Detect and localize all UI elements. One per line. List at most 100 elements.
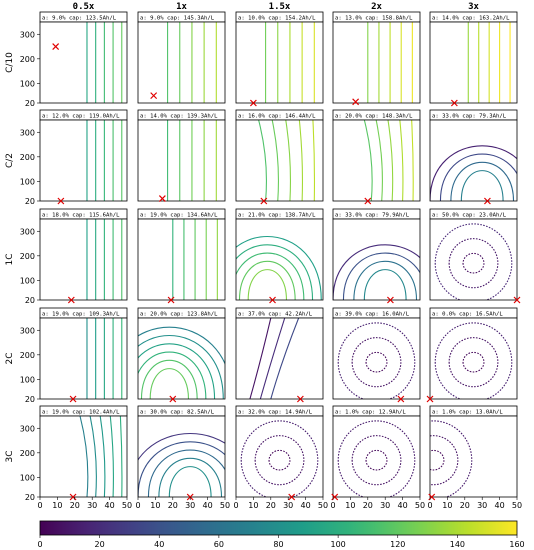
x-tick-label: 40: [301, 501, 311, 510]
optimum-marker: [364, 197, 372, 205]
x-tick-label: 10: [345, 501, 355, 510]
contour-panel: a: 13.0% cap: 158.8Ah/L: [332, 11, 421, 106]
x-tick-label: 0: [135, 501, 140, 510]
plot-area: [40, 219, 127, 300]
contour-line: [430, 435, 459, 486]
plot-area: [40, 318, 127, 399]
contour-line: [448, 238, 499, 289]
x-tick-label: 30: [380, 501, 390, 510]
plot-frame: [429, 119, 518, 202]
column-title: 1x: [176, 2, 187, 12]
optimum-marker: [352, 98, 360, 106]
optimum-marker: [69, 395, 77, 403]
panel-annotation: a: 12.0% cap: 119.0Ah/L: [42, 114, 120, 120]
optimum-marker: [450, 99, 458, 107]
plot-frame: [39, 119, 128, 202]
y-tick-label: 300: [20, 30, 35, 39]
contour-line: [149, 368, 190, 399]
x-tick-label: 30: [283, 501, 293, 510]
contour-panel: a: 32.0% cap: 14.9Ah/L: [235, 405, 324, 501]
contour-line: [238, 261, 296, 300]
contour-line: [337, 420, 416, 497]
contour-line: [236, 252, 305, 300]
y-tick-label: 200: [20, 55, 35, 64]
optimum-marker: [288, 493, 296, 501]
contour-line: [411, 120, 414, 201]
x-tick-label: 20: [70, 501, 80, 510]
y-tick-label: 100: [20, 177, 35, 186]
plot-area: [138, 318, 225, 399]
panel-annotation: a: 19.0% cap: 134.6Ah/L: [140, 213, 218, 219]
plot-frame: [137, 415, 226, 498]
plot-frame: [429, 317, 518, 400]
plot-frame: [332, 119, 421, 202]
plot-frame: [429, 415, 518, 498]
contour-line: [312, 120, 316, 201]
x-tick-label: 10: [442, 501, 452, 510]
panel-annotation: a: 19.0% cap: 102.4Ah/L: [42, 410, 120, 416]
contour-line: [353, 261, 418, 300]
y-tick-label: 300: [20, 227, 35, 236]
panel-annotation: a: 33.0% cap: 79.9Ah/L: [335, 213, 410, 219]
contour-line: [240, 420, 319, 497]
plot-frame: [137, 119, 226, 202]
row-label: 1C: [5, 253, 15, 265]
contour-line: [298, 120, 304, 201]
contour-panel: a: 20.0% cap: 123.8Ah/L: [137, 307, 226, 403]
contour-line: [119, 416, 123, 497]
contour-line: [270, 318, 300, 399]
y-tick-label: 200: [20, 351, 35, 360]
y-tick-label: 20: [25, 296, 35, 305]
contour-line: [138, 432, 225, 462]
plot-frame: [235, 119, 324, 202]
panel-annotation: a: 13.0% cap: 158.8Ah/L: [335, 16, 413, 22]
optimum-marker: [57, 197, 65, 205]
optimum-marker: [513, 296, 521, 304]
plot-area: [138, 219, 225, 300]
contour-line: [109, 416, 114, 497]
colorbar-tick-label: 160: [509, 540, 524, 549]
plot-frame: [332, 21, 421, 104]
contour-line: [254, 435, 305, 486]
contour-panel: a: 9.0% cap: 145.3Ah/L: [137, 11, 226, 104]
y-tick-label: 300: [20, 326, 35, 335]
contour-line: [363, 269, 407, 300]
x-tick-label: 0: [233, 501, 238, 510]
contour-panel: a: 20.0% cap: 148.3Ah/L: [332, 109, 421, 205]
panel-annotation: a: 14.0% cap: 163.2Ah/L: [432, 16, 510, 22]
contour-line: [363, 120, 373, 201]
plot-area: [333, 120, 420, 201]
panel-annotation: a: 39.0% cap: 16.0Ah/L: [335, 312, 410, 318]
column-title: 2x: [371, 2, 382, 12]
contour-panel: a: 33.0% cap: 79.3Ah/L: [429, 109, 518, 205]
optimum-marker: [167, 296, 175, 304]
contour-line: [285, 120, 291, 201]
plot-area: [333, 318, 420, 399]
contour-line: [430, 145, 517, 201]
panel-annotation: a: 30.0% cap: 82.5Ah/L: [140, 410, 215, 416]
x-tick-label: 10: [52, 501, 62, 510]
plot-frame: [137, 21, 226, 104]
plot-area: [40, 22, 127, 103]
contour-panel: a: 10.0% cap: 154.2Ah/L: [235, 11, 324, 107]
y-tick-label: 100: [20, 79, 35, 88]
contour-line: [462, 351, 485, 373]
contour-line: [79, 416, 89, 497]
contour-line: [351, 435, 402, 486]
contour-line: [333, 244, 420, 300]
x-tick-label: 50: [318, 501, 328, 510]
plot-area: [236, 416, 323, 497]
colorbar-tick-label: 120: [390, 540, 405, 549]
x-tick-label: 0: [427, 501, 432, 510]
contour-line: [271, 120, 279, 201]
panel-annotation: a: 33.0% cap: 79.3Ah/L: [432, 114, 507, 120]
contour-line: [375, 120, 383, 201]
contour-panel: a: 18.0% cap: 115.6Ah/L: [39, 208, 128, 304]
contour-line: [351, 337, 402, 388]
plot-area: [138, 22, 225, 103]
y-tick-label: 100: [20, 473, 35, 482]
colorbar-tick-label: 100: [330, 540, 345, 549]
y-tick-label: 100: [20, 375, 35, 384]
plot-frame: [332, 415, 421, 498]
